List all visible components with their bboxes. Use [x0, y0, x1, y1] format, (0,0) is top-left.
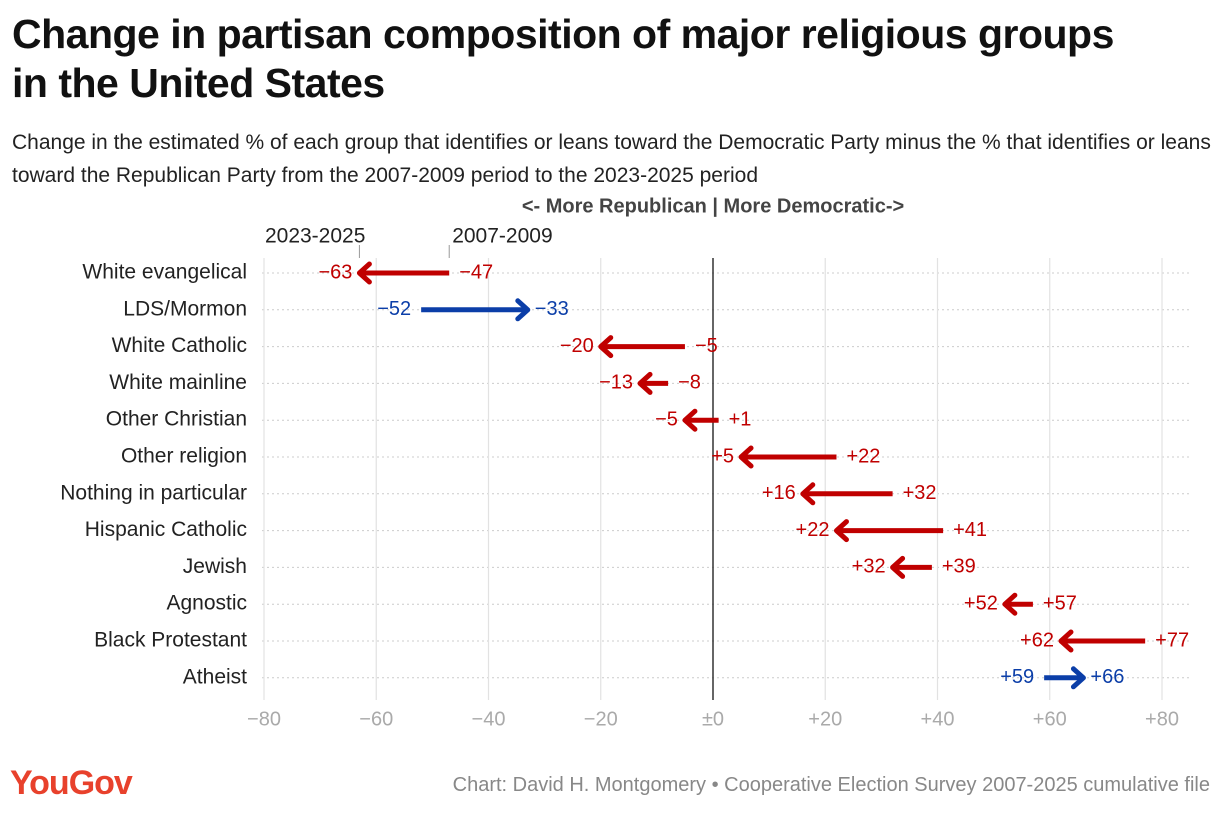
- end-value-label: −33: [535, 298, 569, 320]
- series-header: 2023-2025: [265, 225, 365, 248]
- x-tick-label: −80: [247, 708, 281, 730]
- end-value-label: −13: [599, 372, 633, 394]
- end-value-label: +5: [711, 445, 734, 467]
- arrow-head: [890, 555, 906, 579]
- x-tick-label: −20: [584, 708, 618, 730]
- arrow-head: [800, 482, 816, 506]
- category-label: Other religion: [121, 445, 247, 468]
- start-value-label: +59: [1000, 666, 1034, 688]
- chart-subtitle: Change in the estimated % of each group …: [12, 131, 1211, 187]
- arrow-head: [1002, 592, 1018, 616]
- category-label: White Catholic: [112, 334, 247, 357]
- arrow-head: [637, 371, 653, 395]
- chart-title: Change in partisan composition of major …: [12, 11, 1114, 106]
- category-label: Other Christian: [106, 408, 247, 431]
- end-value-label: −5: [655, 408, 678, 430]
- start-value-label: −8: [678, 372, 701, 394]
- category-label: White mainline: [109, 371, 247, 394]
- end-value-label: +22: [796, 519, 830, 541]
- series-header: 2007-2009: [452, 225, 552, 248]
- end-value-label: +62: [1020, 629, 1054, 651]
- source-note: Chart: David H. Montgomery • Cooperative…: [452, 774, 1210, 796]
- x-tick-label: −60: [359, 708, 393, 730]
- axis-note: <- More Republican | More Democratic->: [522, 195, 904, 217]
- end-value-label: −20: [560, 335, 594, 357]
- start-value-label: +32: [903, 482, 937, 504]
- arrow-head: [356, 261, 372, 285]
- end-value-label: +52: [964, 592, 998, 614]
- start-value-label: +1: [729, 408, 752, 430]
- x-tick-label: −40: [472, 708, 506, 730]
- start-value-label: −5: [695, 335, 718, 357]
- arrow-head: [515, 298, 531, 322]
- x-tick-label: ±0: [702, 708, 724, 730]
- category-label: Black Protestant: [94, 629, 247, 652]
- start-value-label: +39: [942, 556, 976, 578]
- end-value-label: +66: [1090, 666, 1124, 688]
- x-tick-label: +40: [921, 708, 955, 730]
- category-label: Nothing in particular: [60, 481, 247, 504]
- arrow-head: [833, 519, 849, 543]
- start-value-label: +57: [1043, 592, 1077, 614]
- category-label: Atheist: [183, 665, 247, 688]
- start-value-label: +41: [953, 519, 987, 541]
- arrow-head: [598, 335, 614, 359]
- start-value-label: −47: [459, 261, 493, 283]
- start-value-label: +22: [846, 445, 880, 467]
- category-label: Hispanic Catholic: [85, 518, 247, 541]
- end-value-label: +16: [762, 482, 796, 504]
- arrow-head: [682, 408, 698, 432]
- start-value-label: +77: [1155, 629, 1189, 651]
- end-value-label: +32: [852, 556, 886, 578]
- arrow-head: [1058, 629, 1074, 653]
- x-tick-label: +20: [808, 708, 842, 730]
- logo: YouGov: [10, 764, 133, 802]
- category-label: LDS/Mormon: [123, 297, 247, 320]
- end-value-label: −63: [318, 261, 352, 283]
- x-tick-label: +80: [1145, 708, 1179, 730]
- category-label: Jewish: [183, 555, 247, 578]
- category-label: Agnostic: [166, 592, 247, 615]
- category-label: White evangelical: [82, 261, 247, 284]
- arrow-head: [1070, 666, 1086, 690]
- x-tick-label: +60: [1033, 708, 1067, 730]
- arrow-head: [738, 445, 754, 469]
- start-value-label: −52: [377, 298, 411, 320]
